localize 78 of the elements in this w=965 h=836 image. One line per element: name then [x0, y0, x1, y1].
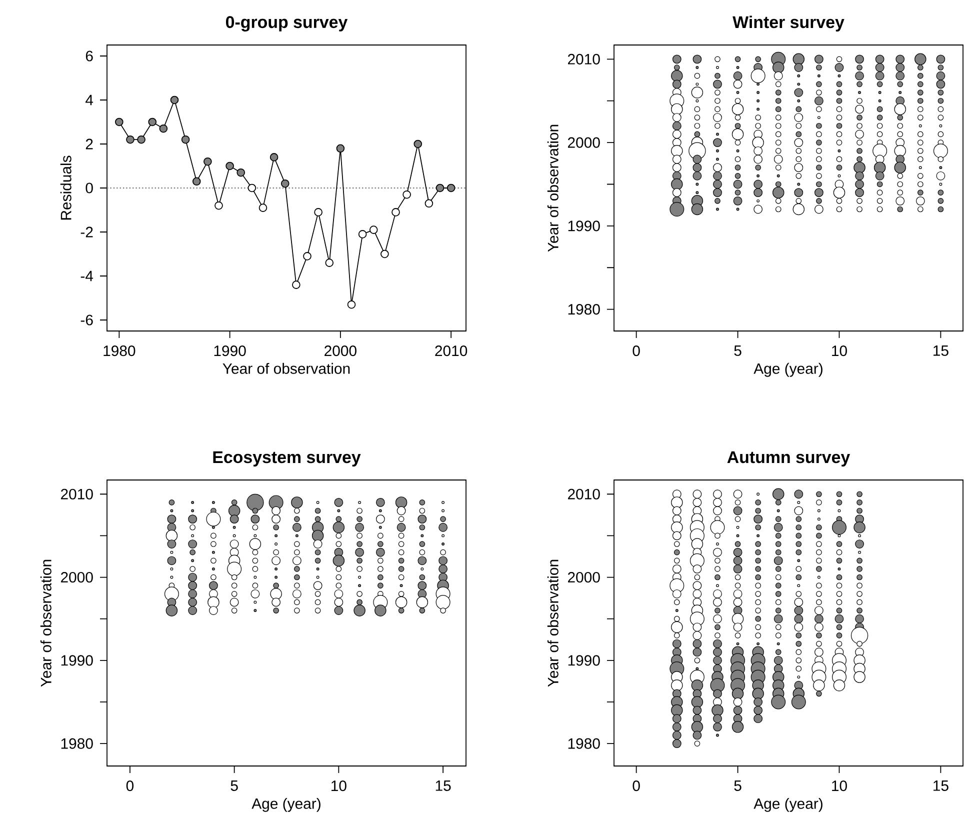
point — [159, 124, 168, 133]
y-tick-label: 2010 — [60, 488, 93, 500]
x-tick-label: 15 — [436, 780, 451, 791]
x-tick-label: 5 — [230, 780, 238, 791]
point — [314, 208, 322, 216]
y-tick-label: 1980 — [568, 738, 600, 749]
y-tick-label: 2000 — [568, 572, 600, 583]
x-tick-label: 1990 — [214, 346, 246, 356]
y-tick-label: 1990 — [568, 220, 600, 232]
y-tick-label: 1990 — [568, 655, 600, 666]
point — [424, 199, 434, 208]
x-tick-label: 5 — [734, 346, 742, 356]
y-axis-title: Year of observation — [40, 560, 52, 687]
point — [325, 258, 334, 267]
point — [336, 144, 345, 153]
point — [126, 135, 134, 144]
point — [181, 135, 190, 144]
x-tick-label: 0 — [126, 780, 134, 792]
y-tick-label: -6 — [80, 314, 93, 326]
x-axis-title: Year of observation — [222, 362, 350, 374]
x-axis-title: Age (year) — [252, 798, 320, 812]
point — [347, 300, 356, 309]
y-axis-title: Year of observation — [547, 124, 558, 252]
point — [204, 157, 212, 166]
point — [446, 184, 456, 192]
point — [115, 118, 124, 126]
point — [226, 162, 234, 170]
point — [392, 208, 400, 216]
point — [380, 250, 389, 258]
point — [137, 135, 146, 144]
x-tick-label: 1980 — [104, 346, 136, 356]
point — [292, 280, 300, 289]
point — [192, 177, 201, 186]
x-tick-label: 2000 — [324, 346, 356, 356]
point — [436, 184, 444, 192]
x-axis-title: Age (year) — [754, 798, 822, 812]
chart-title: Winter survey — [732, 16, 844, 32]
y-axis-title: Residuals — [60, 156, 72, 220]
y-tick-label: 2000 — [60, 572, 93, 583]
y-tick-label: -4 — [80, 270, 94, 282]
x-tick-label: 15 — [934, 780, 948, 791]
x-tick-label: 0 — [632, 780, 640, 792]
point — [402, 190, 411, 199]
y-tick-label: 6 — [86, 50, 93, 62]
x-tick-label: 0 — [632, 346, 640, 356]
point — [303, 252, 312, 260]
point — [148, 118, 157, 126]
y-tick-label: 1980 — [61, 738, 93, 749]
y-tick-label: 1980 — [568, 304, 600, 315]
point — [170, 96, 179, 104]
point — [236, 168, 246, 177]
point — [248, 184, 256, 192]
point — [258, 204, 268, 212]
y-tick-label: 1990 — [61, 655, 93, 666]
y-axis-title: Year of observation — [547, 560, 558, 687]
y-tick-label: -2 — [80, 226, 93, 238]
y-tick-label: 2010 — [568, 488, 600, 500]
y-tick-label: 0 — [86, 182, 93, 194]
x-tick-label: 10 — [832, 780, 847, 792]
point — [270, 153, 278, 162]
point — [214, 201, 223, 210]
x-tick-label: 10 — [332, 780, 346, 792]
chart-title: Autumn survey — [727, 451, 850, 466]
x-tick-label: 2010 — [435, 346, 468, 356]
y-tick-label: 2010 — [568, 54, 600, 64]
point — [280, 179, 290, 188]
y-tick-label: 2000 — [568, 137, 600, 148]
point — [414, 140, 422, 148]
point — [358, 230, 367, 238]
point — [369, 226, 378, 234]
y-tick-label: 2 — [86, 138, 93, 150]
x-tick-label: 15 — [934, 346, 948, 356]
x-tick-label: 10 — [832, 346, 847, 356]
chart-title: 0-group survey — [226, 16, 348, 32]
x-axis-title: Age (year) — [754, 362, 822, 377]
chart-title: Ecosystem survey — [213, 451, 361, 466]
x-tick-label: 5 — [734, 780, 742, 791]
y-tick-label: 4 — [86, 94, 94, 106]
